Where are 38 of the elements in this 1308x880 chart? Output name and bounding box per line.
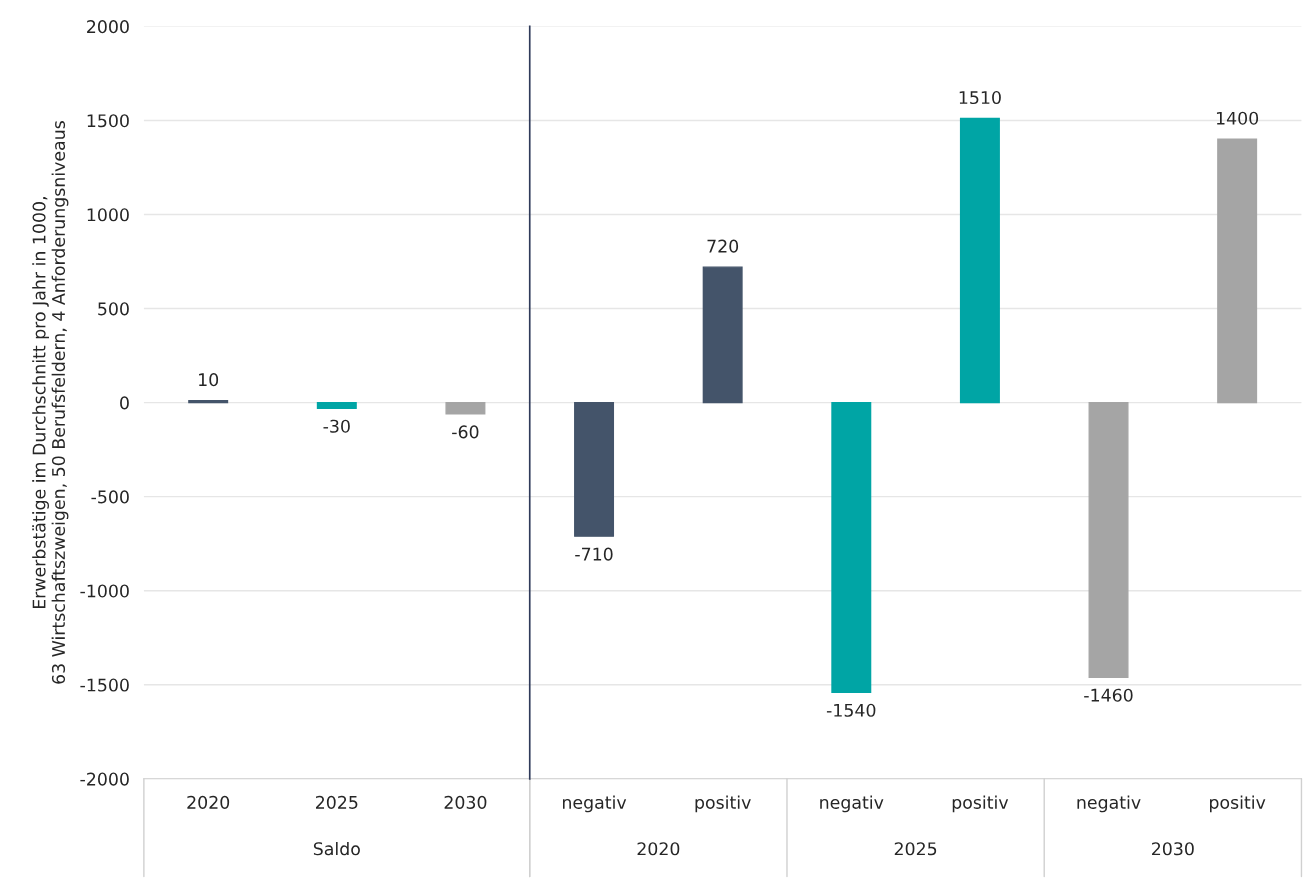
x-tick-label: 2025	[315, 795, 358, 809]
data-label: -60	[452, 425, 479, 439]
data-label: -710	[575, 547, 613, 561]
bar	[1088, 401, 1129, 678]
y-tick-label: 1500	[87, 114, 129, 128]
text: 2030	[1152, 842, 1194, 856]
y-tick-label: 500	[98, 302, 129, 316]
y-tick-label: -2000	[80, 772, 129, 786]
data-label: 720	[707, 239, 739, 253]
y-tick-label: 1000	[87, 208, 129, 222]
y-axis-title: Erwerbstätige im Durchschnitt pro Jahr in 1000, 63 Wirtschaftszweigen, 50 Berufsfeldern, 4 Anforderungsniveaus	[32, 121, 69, 684]
text: Saldo	[313, 841, 360, 856]
data-label: 1400	[1216, 111, 1259, 125]
data-label: -1540	[826, 703, 876, 717]
data-label: -30	[323, 419, 350, 433]
x-tick-label: positiv	[952, 795, 1009, 813]
data-label: 10	[199, 373, 219, 387]
x-tick-label: 2030	[444, 795, 487, 809]
y-tick-label: -1500	[80, 678, 129, 692]
x-tick-label: negativ	[820, 795, 884, 813]
x-tick-label: 2020	[187, 795, 230, 809]
bar	[574, 401, 615, 537]
x-tick-label: negativ	[563, 795, 627, 813]
text: 2025	[894, 842, 937, 856]
data-label: 1510	[959, 90, 1001, 105]
x-tick-label: positiv	[695, 795, 751, 813]
y-tick-label: -1000	[80, 584, 129, 598]
y-tick-label: 0	[120, 396, 129, 410]
bar	[1217, 138, 1258, 404]
bar	[831, 401, 872, 693]
data-label: -1460	[1084, 688, 1133, 702]
y-tick-label: -500	[91, 490, 129, 504]
text: 2020	[637, 842, 680, 856]
x-tick-label: positiv	[1210, 795, 1266, 813]
y-tick-label: 2000	[87, 20, 129, 34]
bar	[959, 117, 1000, 404]
bar	[702, 266, 743, 404]
x-tick-label: negativ	[1077, 795, 1141, 813]
